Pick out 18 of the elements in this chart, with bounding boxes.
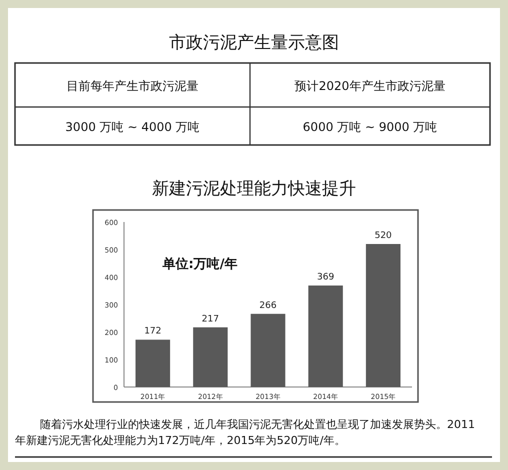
data-label: 266 <box>259 300 277 311</box>
text: 预计2020年产生市政污泥量 <box>294 79 446 93</box>
bar <box>193 327 228 387</box>
bar <box>308 286 343 387</box>
text: 市政污泥产生量示意图 <box>169 33 339 53</box>
text: 目前每年产生市政污泥量 <box>66 79 198 93</box>
text: 6000 万吨 ~ 9000 万吨 <box>302 120 438 134</box>
bar <box>250 314 286 387</box>
data-label: 217 <box>202 314 219 324</box>
text: 随着污水处理行业的快速发展，近几年我国污泥无害化处置也呈现了加速发展势头。2011年新建污泥无害化处理能力为172万吨/年，2015年为520万吨/年。 <box>15 418 475 447</box>
annotation: 单位:万吨/年 <box>162 256 238 272</box>
bar <box>366 244 400 387</box>
data-label: 520 <box>374 231 392 241</box>
text: 3000 万吨 ~ 4000 万吨 <box>65 120 200 134</box>
bar <box>136 340 170 387</box>
data-label: 369 <box>317 272 334 283</box>
chart-title: 新建污泥处理能力快速提升 <box>152 179 356 199</box>
data-label: 172 <box>144 326 162 337</box>
